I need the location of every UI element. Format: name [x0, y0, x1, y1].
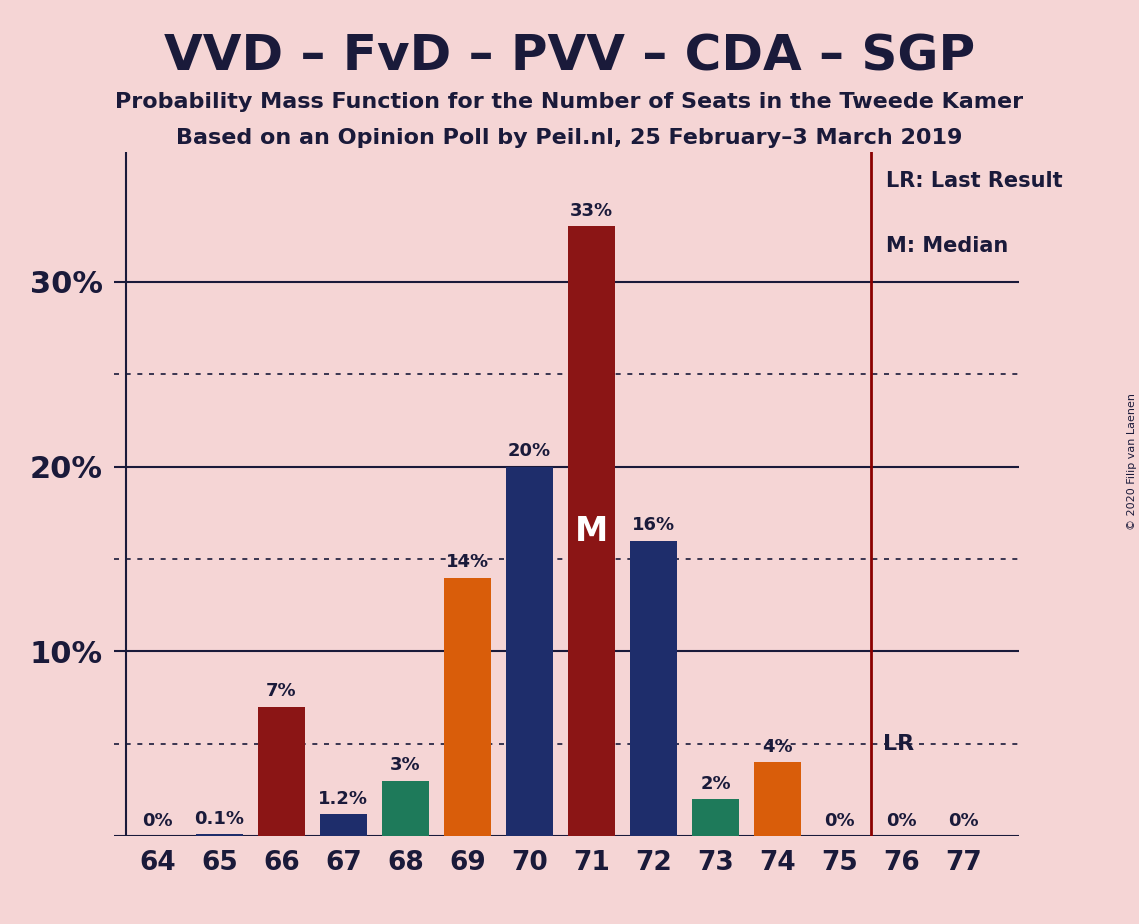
Text: M: M [575, 515, 608, 548]
Text: 0%: 0% [949, 812, 978, 830]
Text: LR: Last Result: LR: Last Result [886, 171, 1063, 191]
Text: Based on an Opinion Poll by Peil.nl, 25 February–3 March 2019: Based on an Opinion Poll by Peil.nl, 25 … [177, 128, 962, 148]
Text: 2%: 2% [700, 775, 731, 793]
Bar [320, 814, 367, 836]
Text: 4%: 4% [762, 738, 793, 756]
Text: © 2020 Filip van Laenen: © 2020 Filip van Laenen [1126, 394, 1137, 530]
Text: 0%: 0% [142, 812, 173, 830]
Text: 20%: 20% [508, 443, 551, 460]
Text: 0%: 0% [825, 812, 855, 830]
Text: M: Median: M: Median [886, 236, 1008, 256]
Text: 7%: 7% [267, 683, 296, 700]
Text: 0.1%: 0.1% [195, 810, 245, 828]
Bar [630, 541, 677, 836]
Text: 16%: 16% [632, 517, 675, 534]
Text: 1.2%: 1.2% [319, 790, 368, 808]
Bar [506, 467, 552, 836]
Text: VVD – FvD – PVV – CDA – SGP: VVD – FvD – PVV – CDA – SGP [164, 32, 975, 80]
Bar [693, 799, 739, 836]
Bar [383, 781, 428, 836]
Text: 3%: 3% [390, 757, 420, 774]
Text: 0%: 0% [886, 812, 917, 830]
Text: 14%: 14% [445, 553, 489, 571]
Text: LR: LR [883, 734, 915, 754]
Text: 33%: 33% [570, 202, 613, 220]
Bar [568, 226, 615, 836]
Bar [754, 762, 801, 836]
Text: Probability Mass Function for the Number of Seats in the Tweede Kamer: Probability Mass Function for the Number… [115, 92, 1024, 113]
Bar [444, 578, 491, 836]
Bar [259, 707, 304, 836]
Bar [196, 834, 243, 836]
